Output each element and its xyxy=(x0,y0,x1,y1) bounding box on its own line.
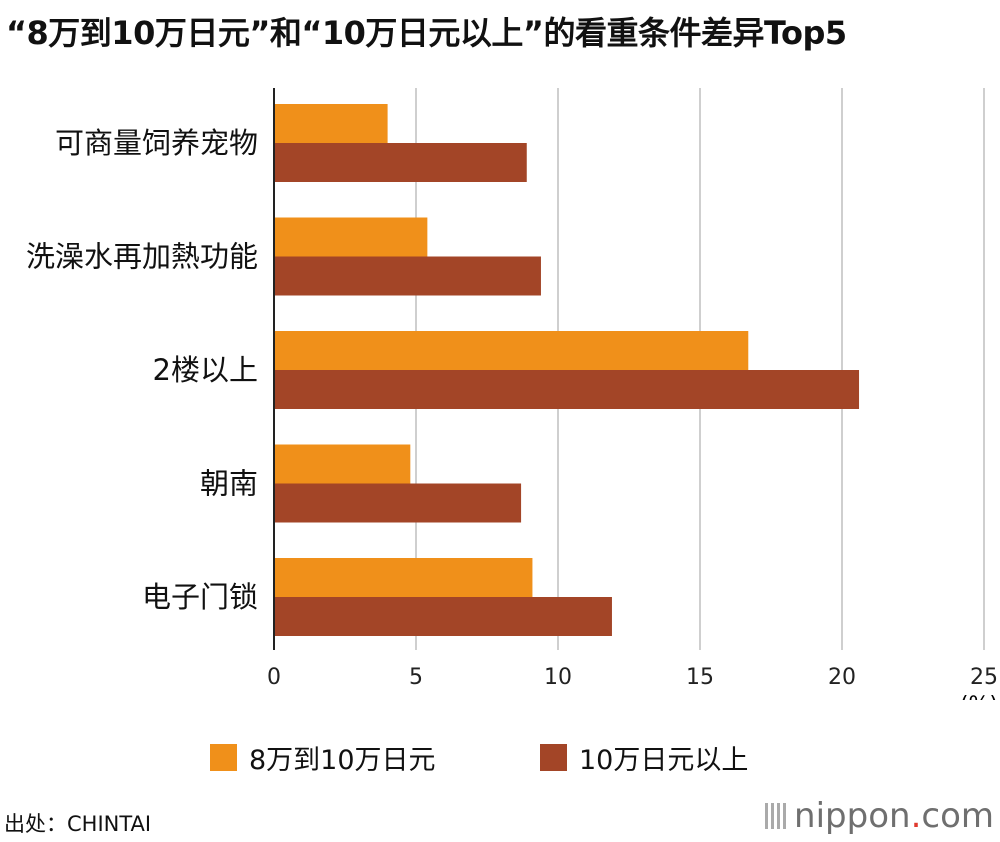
bar-series-2 xyxy=(274,370,860,409)
x-tick-label: 0 xyxy=(267,665,281,690)
bar-series-1 xyxy=(274,331,749,370)
category-label: 朝南 xyxy=(200,467,258,501)
legend-swatch-series-1 xyxy=(210,744,237,771)
x-tick-label: 15 xyxy=(686,665,714,690)
category-label: 洗澡水再加熱功能 xyxy=(26,240,258,274)
bar-series-2 xyxy=(274,483,522,523)
logo-dot: . xyxy=(910,796,922,836)
bar-series-2 xyxy=(274,597,612,636)
bar-series-1 xyxy=(274,558,533,597)
legend-swatch-series-2 xyxy=(540,744,567,771)
bar-series-1 xyxy=(274,104,388,143)
logo-suffix: com xyxy=(921,796,994,836)
legend-item-series-2: 10万日元以上 xyxy=(540,738,748,777)
bar-series-2 xyxy=(274,143,527,182)
x-tick-label: 20 xyxy=(828,665,856,690)
legend-item-series-1: 8万到10万日元 xyxy=(210,738,436,777)
chart-title: “8万到10万日元”和“10万日元以上”的看重条件差异Top5 xyxy=(6,14,847,52)
bar-series-1 xyxy=(274,444,411,484)
source-note: 出处：CHINTAI xyxy=(4,812,152,836)
x-tick-label: 25 xyxy=(970,665,998,690)
x-axis-unit: (%) xyxy=(960,693,998,700)
x-tick-label: 10 xyxy=(544,665,572,690)
x-tick-label: 5 xyxy=(409,665,423,690)
category-label: 电子门锁 xyxy=(142,580,258,614)
logo-text: nippon xyxy=(794,796,911,836)
legend-label-series-2: 10万日元以上 xyxy=(579,745,749,776)
category-label: 2楼以上 xyxy=(153,353,258,387)
bar-series-1 xyxy=(274,217,428,257)
nippon-logo: nippon. com xyxy=(765,796,994,836)
legend-label-series-1: 8万到10万日元 xyxy=(249,745,436,776)
category-label: 可商量饲养宠物 xyxy=(55,126,258,160)
logo-mark-icon xyxy=(765,803,787,829)
bar-series-2 xyxy=(274,256,541,296)
